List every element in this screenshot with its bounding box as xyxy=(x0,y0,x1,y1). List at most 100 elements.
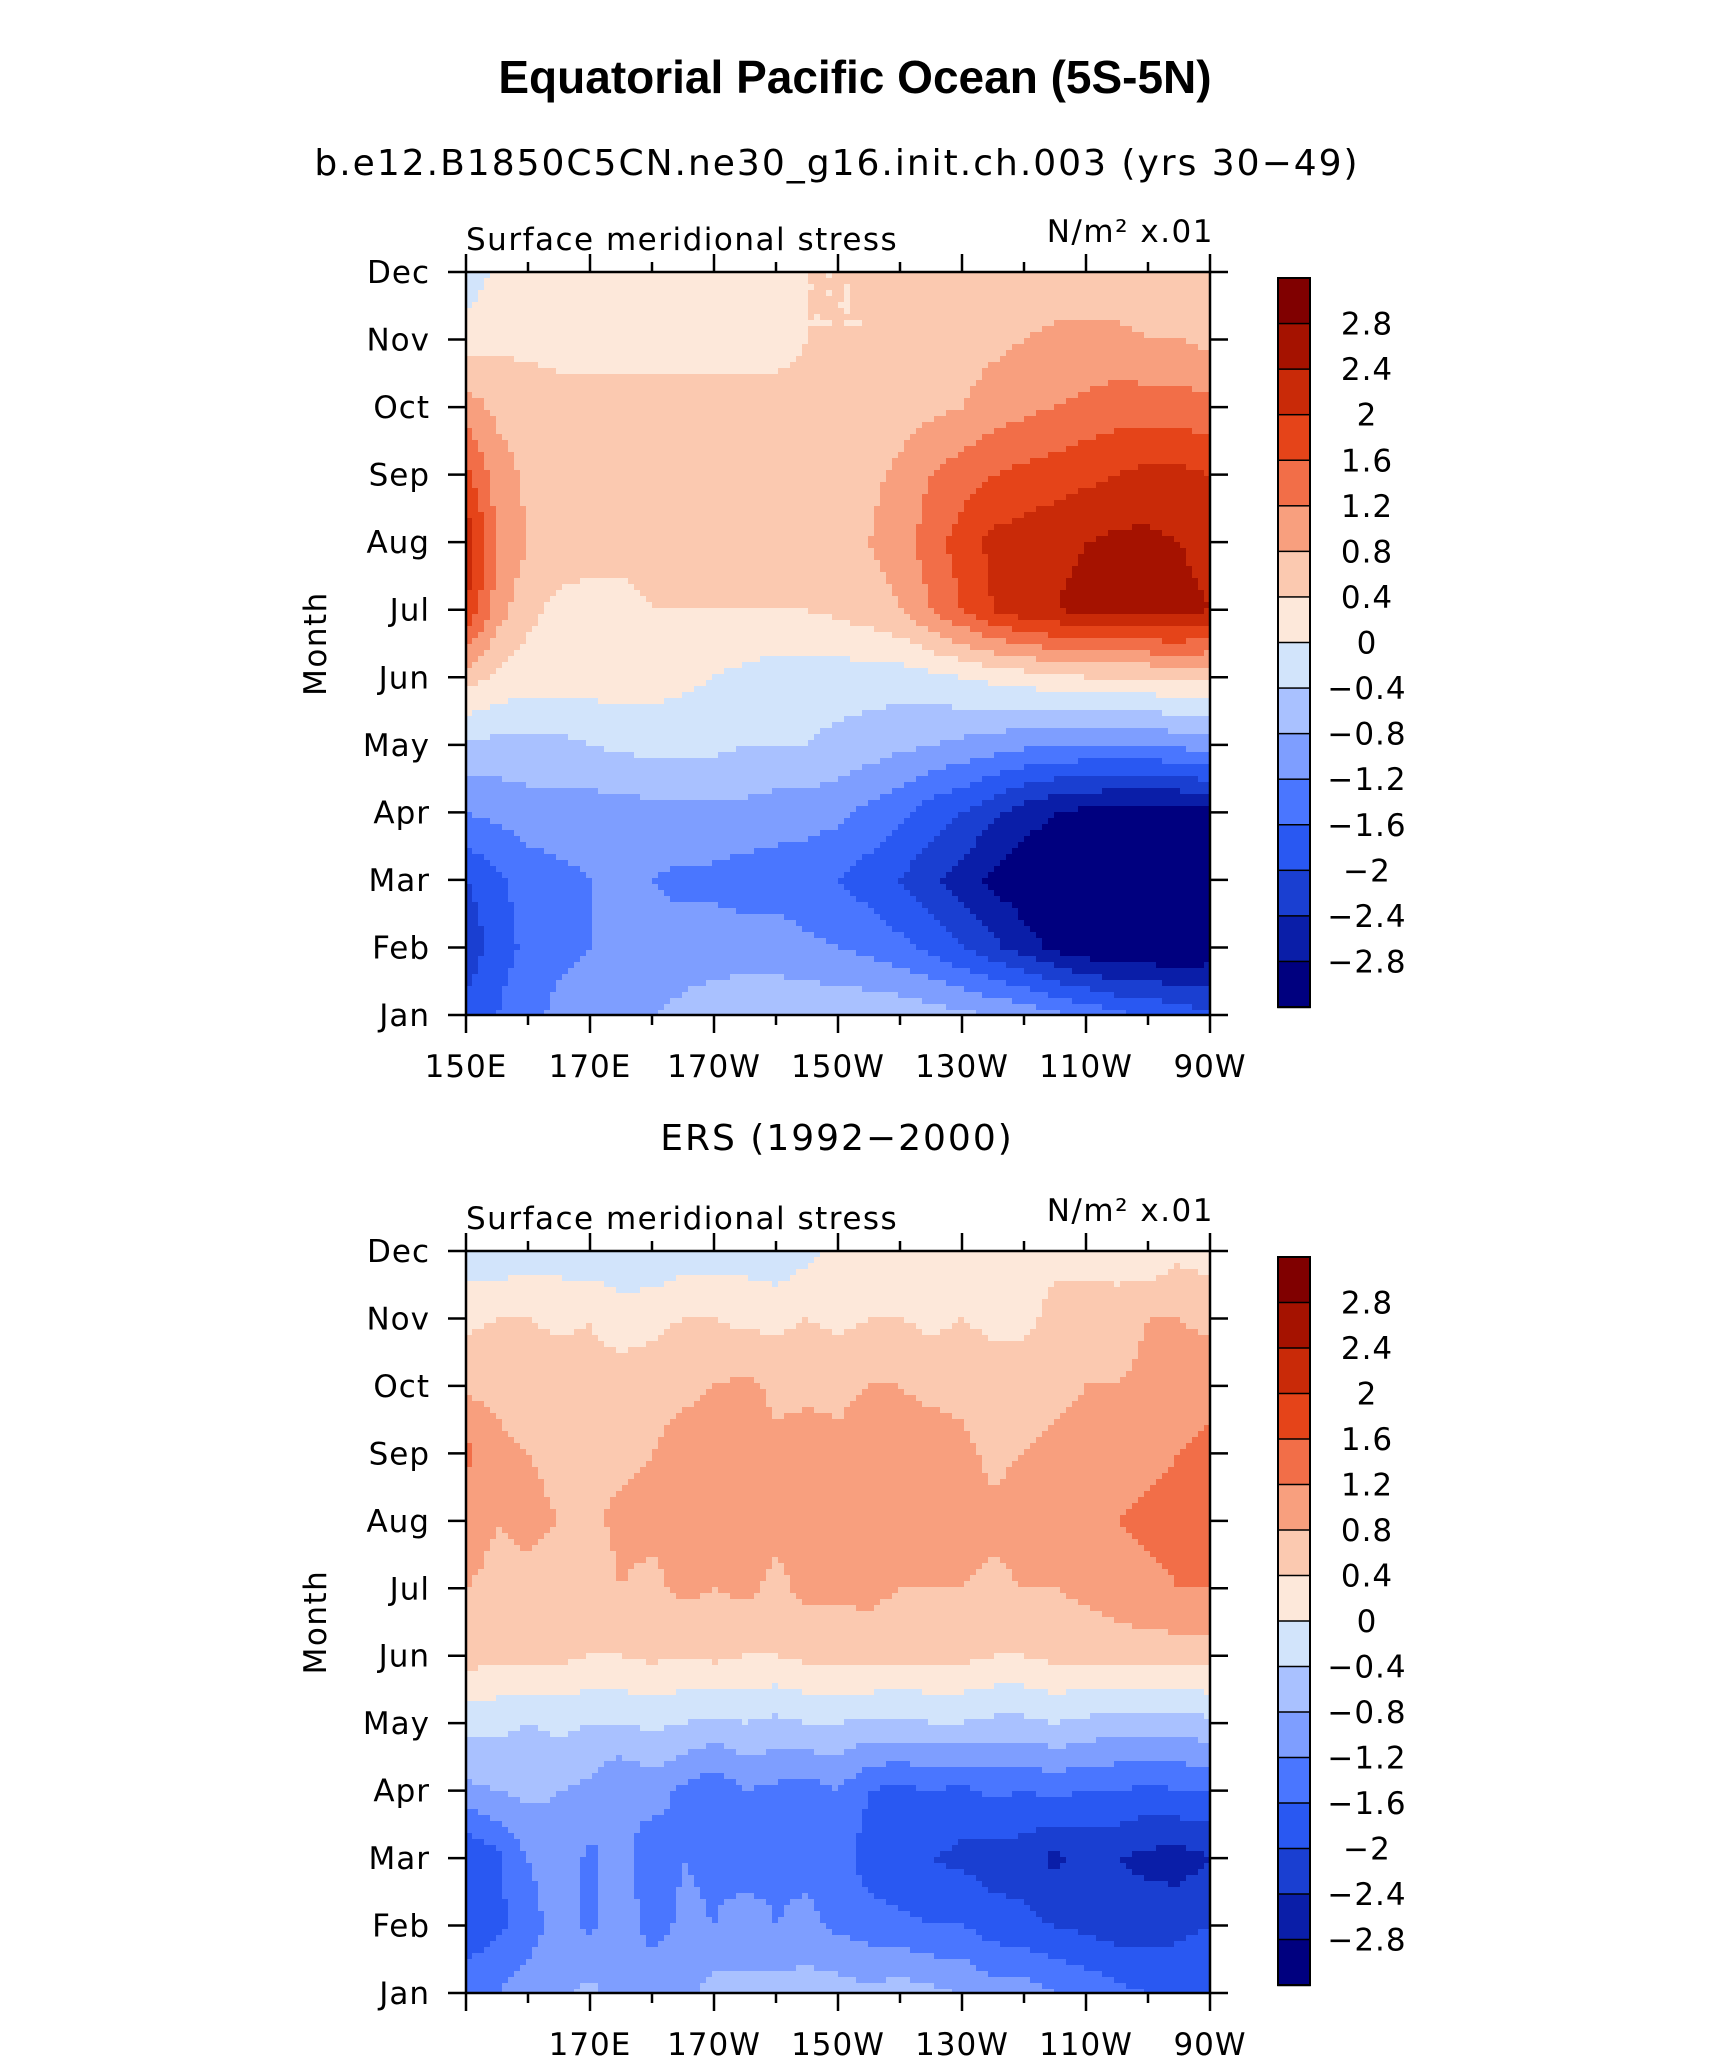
contour-cell xyxy=(550,476,557,483)
contour-cell xyxy=(604,284,611,291)
contour-cell xyxy=(730,440,737,447)
contour-cell xyxy=(526,488,533,495)
contour-cell xyxy=(496,356,503,363)
contour-cell xyxy=(700,428,707,435)
contour-cell xyxy=(538,440,545,447)
contour-cell xyxy=(778,404,785,411)
contour-cell xyxy=(1036,272,1043,279)
contour-cell xyxy=(508,386,515,393)
contour-cell xyxy=(1162,506,1169,513)
contour-cell xyxy=(700,320,707,327)
contour-cell xyxy=(490,446,497,453)
contour-cell xyxy=(1030,314,1037,321)
contour-cell xyxy=(472,374,479,381)
contour-cell xyxy=(982,464,989,471)
contour-cell xyxy=(802,326,809,333)
contour-cell xyxy=(838,428,845,435)
contour-cell xyxy=(502,446,509,453)
contour-cell xyxy=(508,446,515,453)
contour-cell xyxy=(478,410,485,417)
contour-cell xyxy=(820,320,827,327)
contour-cell xyxy=(1204,488,1211,495)
contour-cell xyxy=(622,404,629,411)
contour-cell xyxy=(634,488,641,495)
contour-cell xyxy=(850,302,857,309)
contour-cell xyxy=(1096,440,1103,447)
contour-cell xyxy=(844,368,851,375)
contour-cell xyxy=(1030,422,1037,429)
contour-cell xyxy=(754,422,761,429)
contour-cell xyxy=(1084,386,1091,393)
contour-cell xyxy=(1018,464,1025,471)
contour-cell xyxy=(940,356,947,363)
contour-cell xyxy=(1174,440,1181,447)
contour-cell xyxy=(928,380,935,387)
contour-cell xyxy=(964,410,971,417)
contour-cell xyxy=(826,302,833,309)
contour-cell xyxy=(1012,320,1019,327)
contour-cell xyxy=(490,500,497,507)
contour-cell xyxy=(640,320,647,327)
contour-cell xyxy=(898,506,905,513)
contour-cell xyxy=(1162,494,1169,501)
contour-cell xyxy=(748,494,755,501)
contour-cell xyxy=(1012,314,1019,321)
contour-cell xyxy=(1090,422,1097,429)
contour-cell xyxy=(1174,296,1181,303)
contour-cell xyxy=(766,278,773,285)
contour-cell xyxy=(802,302,809,309)
contour-cell xyxy=(862,362,869,369)
contour-cell xyxy=(760,284,767,291)
contour-cell xyxy=(622,392,629,399)
contour-cell xyxy=(658,506,665,513)
contour-cell xyxy=(1042,470,1049,477)
contour-cell xyxy=(988,386,995,393)
contour-cell xyxy=(1096,326,1103,333)
contour-cell xyxy=(1114,434,1121,441)
contour-cell xyxy=(814,446,821,453)
contour-cell xyxy=(730,404,737,411)
contour-cell xyxy=(820,284,827,291)
contour-cell xyxy=(712,362,719,369)
contour-cell xyxy=(1090,374,1097,381)
contour-cell xyxy=(706,386,713,393)
contour-cell xyxy=(1150,476,1157,483)
contour-cell xyxy=(640,404,647,411)
contour-cell xyxy=(1108,386,1115,393)
contour-cell xyxy=(550,386,557,393)
contour-cell xyxy=(910,470,917,477)
contour-cell xyxy=(502,398,509,405)
contour-cell xyxy=(538,422,545,429)
contour-cell xyxy=(982,446,989,453)
contour-cell xyxy=(466,356,473,363)
contour-cell xyxy=(1072,410,1079,417)
contour-cell xyxy=(934,296,941,303)
contour-cell xyxy=(478,374,485,381)
contour-cell xyxy=(472,278,479,285)
contour-cell xyxy=(568,392,575,399)
contour-cell xyxy=(1072,434,1079,441)
contour-cell xyxy=(892,446,899,453)
contour-cell xyxy=(1084,410,1091,417)
contour-cell xyxy=(772,350,779,357)
contour-cell xyxy=(784,428,791,435)
contour-cell xyxy=(994,494,1001,501)
contour-cell xyxy=(856,302,863,309)
contour-cell xyxy=(1156,356,1163,363)
contour-cell xyxy=(856,380,863,387)
contour-cell xyxy=(688,446,695,453)
contour-cell xyxy=(640,470,647,477)
contour-cell xyxy=(1096,344,1103,351)
contour-cell xyxy=(598,320,605,327)
contour-cell xyxy=(514,482,521,489)
contour-cell xyxy=(1114,404,1121,411)
contour-cell xyxy=(676,440,683,447)
contour-cell xyxy=(1030,356,1037,363)
contour-cell xyxy=(826,494,833,501)
contour-cell xyxy=(862,350,869,357)
contour-cell xyxy=(964,482,971,489)
contour-cell xyxy=(496,320,503,327)
contour-cell xyxy=(526,272,533,279)
contour-cell xyxy=(646,494,653,501)
contour-cell xyxy=(634,290,641,297)
